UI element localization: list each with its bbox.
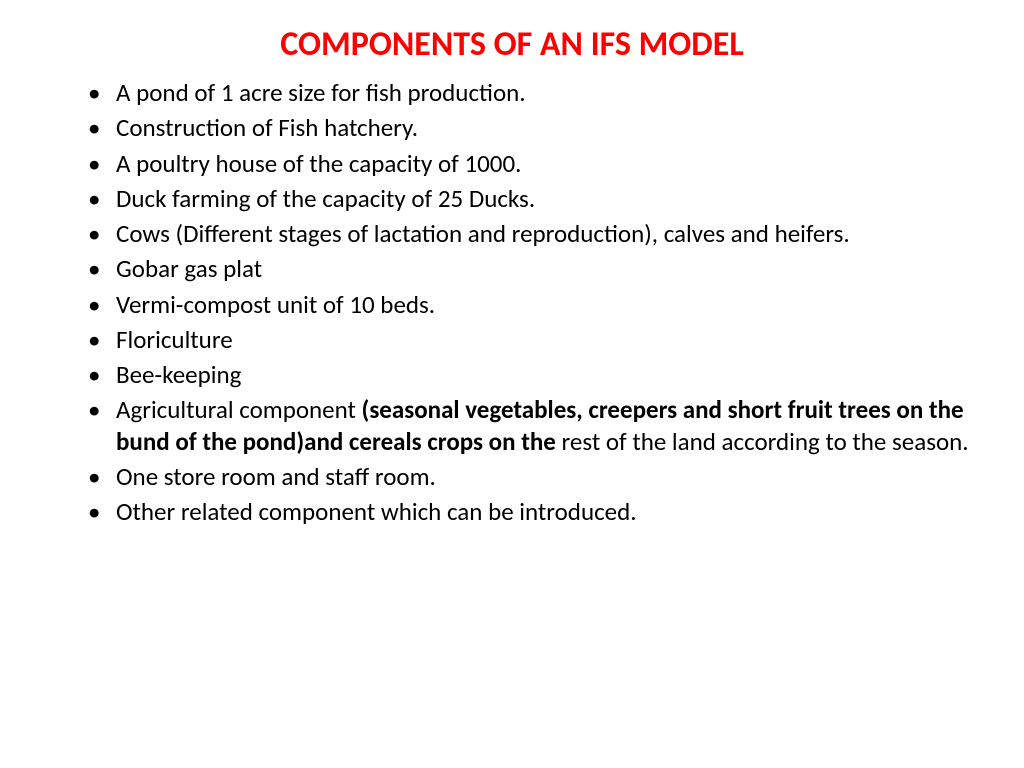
bullet-text: Gobar gas plat	[116, 253, 262, 284]
bullet-text: Vermi-compost unit of 10 beds.	[116, 289, 435, 320]
bullet-text: Other related component which can be int…	[116, 496, 637, 527]
slide-title: COMPONENTS OF AN IFS MODEL	[40, 24, 984, 65]
bullet-item: Gobar gas plat	[88, 253, 984, 284]
bullet-item: A pond of 1 acre size for fish productio…	[88, 77, 984, 108]
bullet-item: Floriculture	[88, 324, 984, 355]
bullet-item: Vermi-compost unit of 10 beds.	[88, 289, 984, 320]
bullet-item: Bee-keeping	[88, 359, 984, 390]
bullet-text-run: Agricultural component	[116, 394, 362, 425]
bullet-text: Duck farming of the capacity of 25 Ducks…	[116, 183, 535, 214]
bullet-list: A pond of 1 acre size for fish productio…	[40, 77, 984, 527]
bullet-item: Cows (Different stages of lactation and …	[88, 218, 984, 249]
bullet-item: Agricultural component (seasonal vegetab…	[88, 394, 984, 457]
bullet-item: A poultry house of the capacity of 1000.	[88, 148, 984, 179]
bullet-item: Other related component which can be int…	[88, 496, 984, 527]
bullet-text: Floriculture	[116, 324, 233, 355]
bullet-text: One store room and staff room.	[116, 461, 436, 492]
bullet-item: One store room and staff room.	[88, 461, 984, 492]
bullet-text: A poultry house of the capacity of 1000.	[116, 148, 521, 179]
bullet-text: Cows (Different stages of lactation and …	[116, 218, 850, 249]
bullet-text-run: rest of the land according to the season…	[562, 426, 969, 457]
bullet-text: Construction of Fish hatchery.	[116, 112, 418, 143]
bullet-item: Duck farming of the capacity of 25 Ducks…	[88, 183, 984, 214]
bullet-text: Bee-keeping	[116, 359, 241, 390]
bullet-item: Construction of Fish hatchery.	[88, 112, 984, 143]
bullet-text: A pond of 1 acre size for fish productio…	[116, 77, 526, 108]
